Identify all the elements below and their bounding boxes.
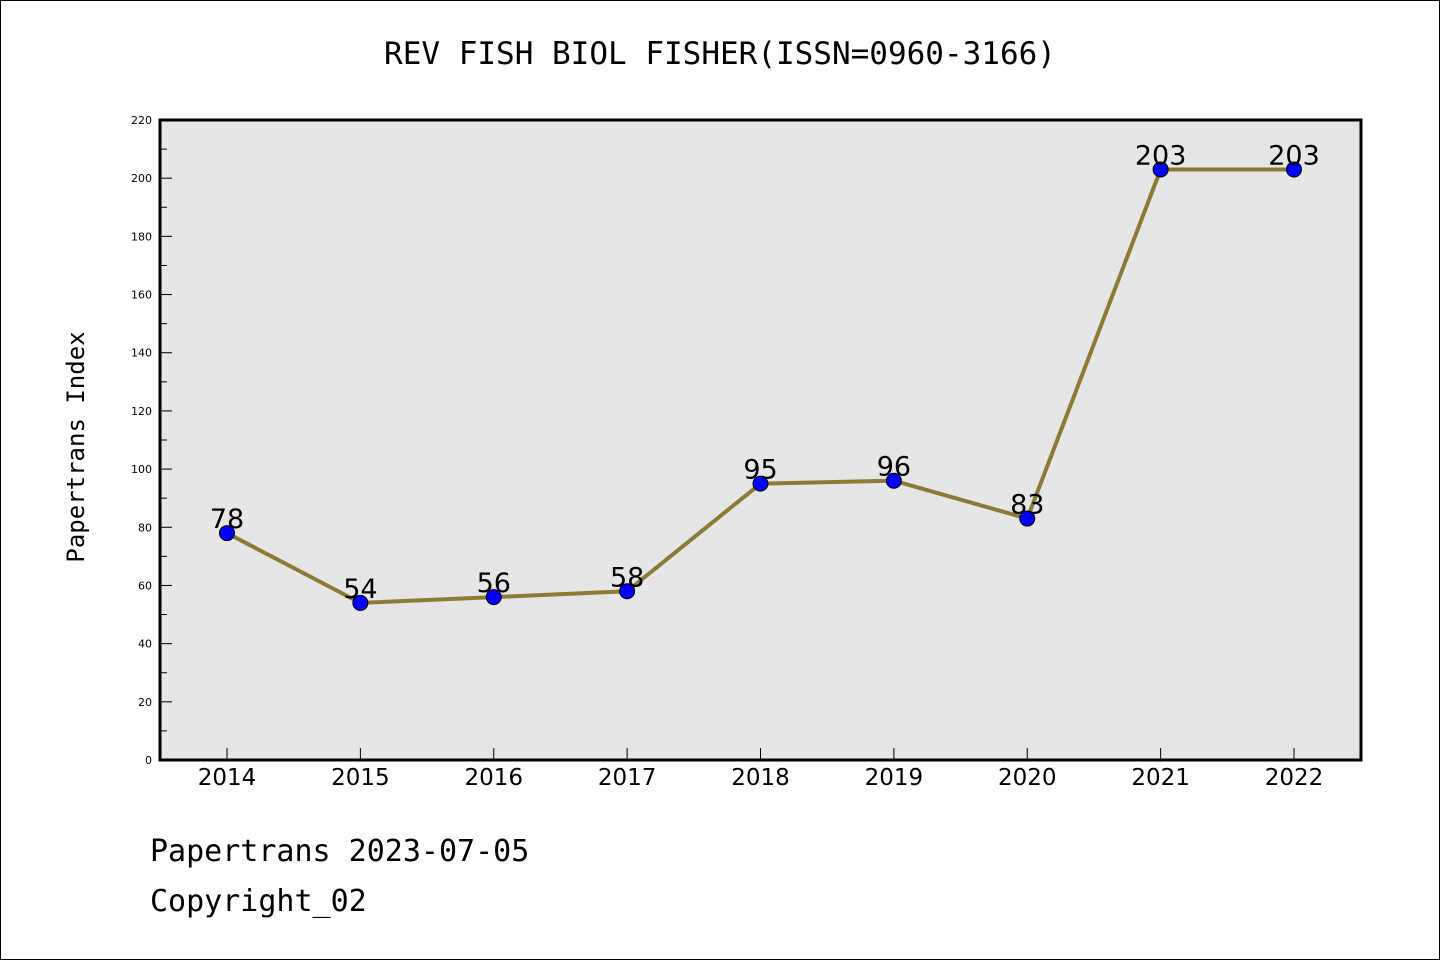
y-tick-label: 60	[138, 579, 152, 592]
data-label: 203	[1268, 140, 1320, 171]
data-point	[1019, 510, 1036, 527]
data-point	[352, 594, 369, 611]
data-point	[752, 475, 769, 492]
data-point	[619, 583, 636, 600]
x-tick-label: 2015	[331, 765, 390, 791]
data-label: 78	[210, 504, 244, 535]
y-tick-label: 100	[131, 463, 152, 476]
x-tick-label: 2020	[998, 765, 1057, 791]
data-point	[885, 472, 902, 489]
data-label: 95	[743, 455, 777, 486]
y-tick-label: 120	[131, 405, 152, 418]
data-point	[485, 589, 502, 606]
data-label: 54	[343, 574, 377, 605]
y-tick-label: 220	[131, 114, 152, 127]
y-tick-label: 200	[131, 172, 152, 185]
y-tick-label: 80	[138, 521, 152, 534]
data-point	[1152, 161, 1169, 178]
y-tick-label: 20	[138, 696, 152, 709]
chart-title: REV FISH BIOL FISHER(ISSN=0960-3166)	[384, 36, 1056, 72]
x-tick-label: 2021	[1131, 765, 1190, 791]
data-point	[1286, 161, 1302, 178]
x-tick-label: 2019	[865, 765, 924, 791]
data-label: 56	[477, 568, 511, 599]
y-tick-label: 40	[138, 638, 152, 651]
data-label: 96	[877, 452, 911, 483]
x-tick-label: 2018	[731, 765, 790, 791]
data-label: 58	[610, 562, 644, 593]
plot-frame	[158, 118, 1363, 762]
x-tick-label: 2017	[598, 765, 657, 791]
data-label: 83	[1010, 490, 1044, 521]
data-label: 203	[1135, 140, 1187, 171]
x-tick-label: 2014	[198, 765, 257, 791]
footer-copyright: Copyright_02	[150, 884, 367, 919]
plot-area	[160, 120, 1361, 760]
x-tick-label: 2022	[1265, 765, 1324, 791]
data-point	[219, 525, 235, 542]
x-tick-label: 2016	[464, 765, 523, 791]
y-tick-label: 160	[131, 289, 152, 302]
footer-date: Papertrans 2023-07-05	[150, 834, 530, 869]
y-tick-label: 180	[131, 230, 152, 243]
y-tick-label: 140	[131, 347, 152, 360]
y-tick-label: 0	[145, 754, 152, 767]
